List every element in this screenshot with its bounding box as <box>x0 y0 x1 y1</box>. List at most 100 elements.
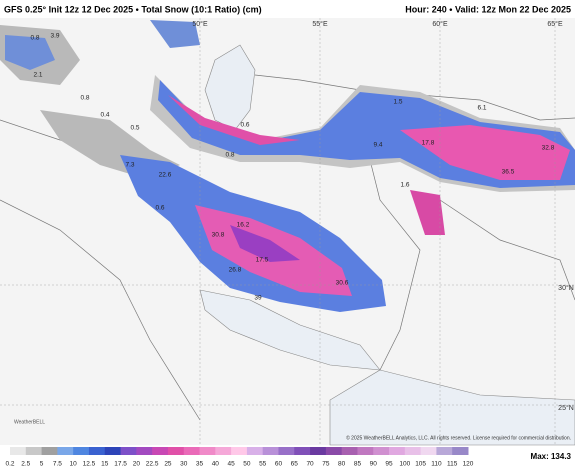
colorbar-tick: 45 <box>227 461 235 468</box>
snow-value: 0.5 <box>130 125 139 132</box>
colorbar-swatch <box>167 447 185 455</box>
colorbar-tick: 25 <box>164 461 172 468</box>
colorbar-tick: 80 <box>338 461 346 468</box>
snow-value: 2.1 <box>33 72 42 79</box>
colorbar-tick: 50 <box>243 461 251 468</box>
snow-value: 17.5 <box>256 257 269 264</box>
max-label: Max: 134.3 <box>531 452 572 461</box>
colorbar-swatch <box>278 447 295 455</box>
snow-value: 0.6 <box>240 122 249 129</box>
persian-gulf <box>199 289 381 371</box>
snow-value: 22.6 <box>159 172 172 179</box>
snow-value: 1.5 <box>393 99 402 106</box>
colorbar-swatch <box>152 447 169 455</box>
snow-value: 1.6 <box>400 182 409 189</box>
snow-value: 36.5 <box>502 169 515 176</box>
colorbar-swatch <box>10 447 27 455</box>
colorbar-tick: 0.2 <box>5 461 14 468</box>
colorbar-swatch <box>183 447 201 455</box>
credit: © 2025 WeatherBELL Analytics, LLC. All r… <box>346 434 571 441</box>
colorbar-swatch <box>341 447 358 455</box>
snow-pink <box>400 125 570 180</box>
colorbar-swatch <box>325 447 343 455</box>
snow-value: 17.8 <box>422 140 435 147</box>
colorbar-swatch <box>231 447 248 455</box>
colorbar-tick: 15 <box>101 461 109 468</box>
colorbar-tick: 115 <box>447 461 458 468</box>
colorbar-swatch <box>104 447 122 455</box>
snow-value: 9.4 <box>373 142 382 149</box>
snow-pink <box>410 190 445 235</box>
snow-value: 0.8 <box>30 35 39 42</box>
colorbar-tick: 35 <box>196 461 204 468</box>
colorbar-swatch <box>215 447 232 455</box>
colorbar-tick: 55 <box>259 461 267 468</box>
colorbar-tick: 17.5 <box>114 461 127 468</box>
colorbar-swatch <box>246 447 264 455</box>
border <box>0 199 201 421</box>
snow-value: 26.8 <box>229 267 242 274</box>
colorbar-tick: 40 <box>212 461 220 468</box>
snow-value: 3.9 <box>50 33 59 40</box>
colorbar-tick: 10 <box>70 461 78 468</box>
snow-shading <box>0 20 575 312</box>
colorbar-swatch <box>262 447 279 455</box>
header-right: Hour: 240 • Valid: 12z Mon 22 Dec 2025 <box>405 4 571 14</box>
colorbar-swatch <box>136 447 153 455</box>
grid-label: 30°N <box>558 284 574 292</box>
snow-value: 39 <box>254 295 262 302</box>
colorbar-tick: 85 <box>354 461 362 468</box>
grid-labels: 50°E 55°E 60°E 65°E 30°N 25°N <box>192 20 573 412</box>
caspian-sea <box>204 44 256 131</box>
border <box>419 94 575 121</box>
colorbar-swatch <box>404 447 422 455</box>
snow-value: 30.6 <box>336 280 349 287</box>
border <box>359 119 421 371</box>
colorbar-swatch <box>88 447 106 455</box>
colorbar-swatch <box>294 447 311 455</box>
colorbar-tick: 95 <box>385 461 393 468</box>
logo: WeatherBELL <box>14 419 45 425</box>
colorbar-swatch <box>373 447 390 455</box>
snow-value: 16.2 <box>237 222 250 229</box>
colorbar-swatch <box>199 447 216 455</box>
colorbar-swatch <box>452 447 469 455</box>
snow-value: 0.6 <box>155 205 164 212</box>
header-bar <box>0 0 575 18</box>
colorbar-swatch <box>310 447 327 455</box>
snow-value: 7.3 <box>125 162 134 169</box>
snow-value: 6.1 <box>477 105 486 112</box>
colorbar-tick: 22.5 <box>146 461 159 468</box>
colorbar-tick: 5 <box>40 461 44 468</box>
colorbar-tick: 65 <box>291 461 299 468</box>
colorbar-tick: 120 <box>463 461 474 468</box>
colorbar-tick: 60 <box>275 461 283 468</box>
border <box>439 199 575 301</box>
snow-value: 32.8 <box>542 145 555 152</box>
colorbar-swatch <box>73 447 90 455</box>
graticule-lines <box>0 18 575 445</box>
snow-blue <box>150 20 200 48</box>
grid-label: 50°E <box>192 20 208 28</box>
snow-value: 30.8 <box>212 232 225 239</box>
colorbar: 0.2 2.5 5 7.5 10 12.5 15 17.5 20 22.5 25 30 35 40 45 50… <box>5 447 474 468</box>
snow-value: 0.8 <box>80 95 89 102</box>
header-left: GFS 0.25° Init 12z 12 Dec 2025 • Total S… <box>4 4 262 14</box>
colorbar-swatch <box>120 447 137 455</box>
colorbar-tick: 12.5 <box>83 461 96 468</box>
snow-purple <box>230 225 300 262</box>
colorbar-tick: 110 <box>431 461 442 468</box>
colorbar-tick: 90 <box>370 461 378 468</box>
colorbar-tick: 30 <box>180 461 188 468</box>
map-labels: 0.8 3.9 2.1 0.8 0.4 0.5 7.3 22.6 0.6 0.8 30.8 16.2 1… <box>30 33 554 302</box>
snow-value: 0.8 <box>225 152 234 159</box>
snow-blue <box>5 35 55 70</box>
grid-label: 25°N <box>558 404 574 412</box>
colorbar-swatch <box>357 447 374 455</box>
snow-pink <box>168 95 300 145</box>
colorbar-swatch <box>389 447 406 455</box>
colorbar-swatch <box>57 447 74 455</box>
arabian-sea <box>329 369 575 446</box>
grid-label: 60°E <box>432 20 448 28</box>
